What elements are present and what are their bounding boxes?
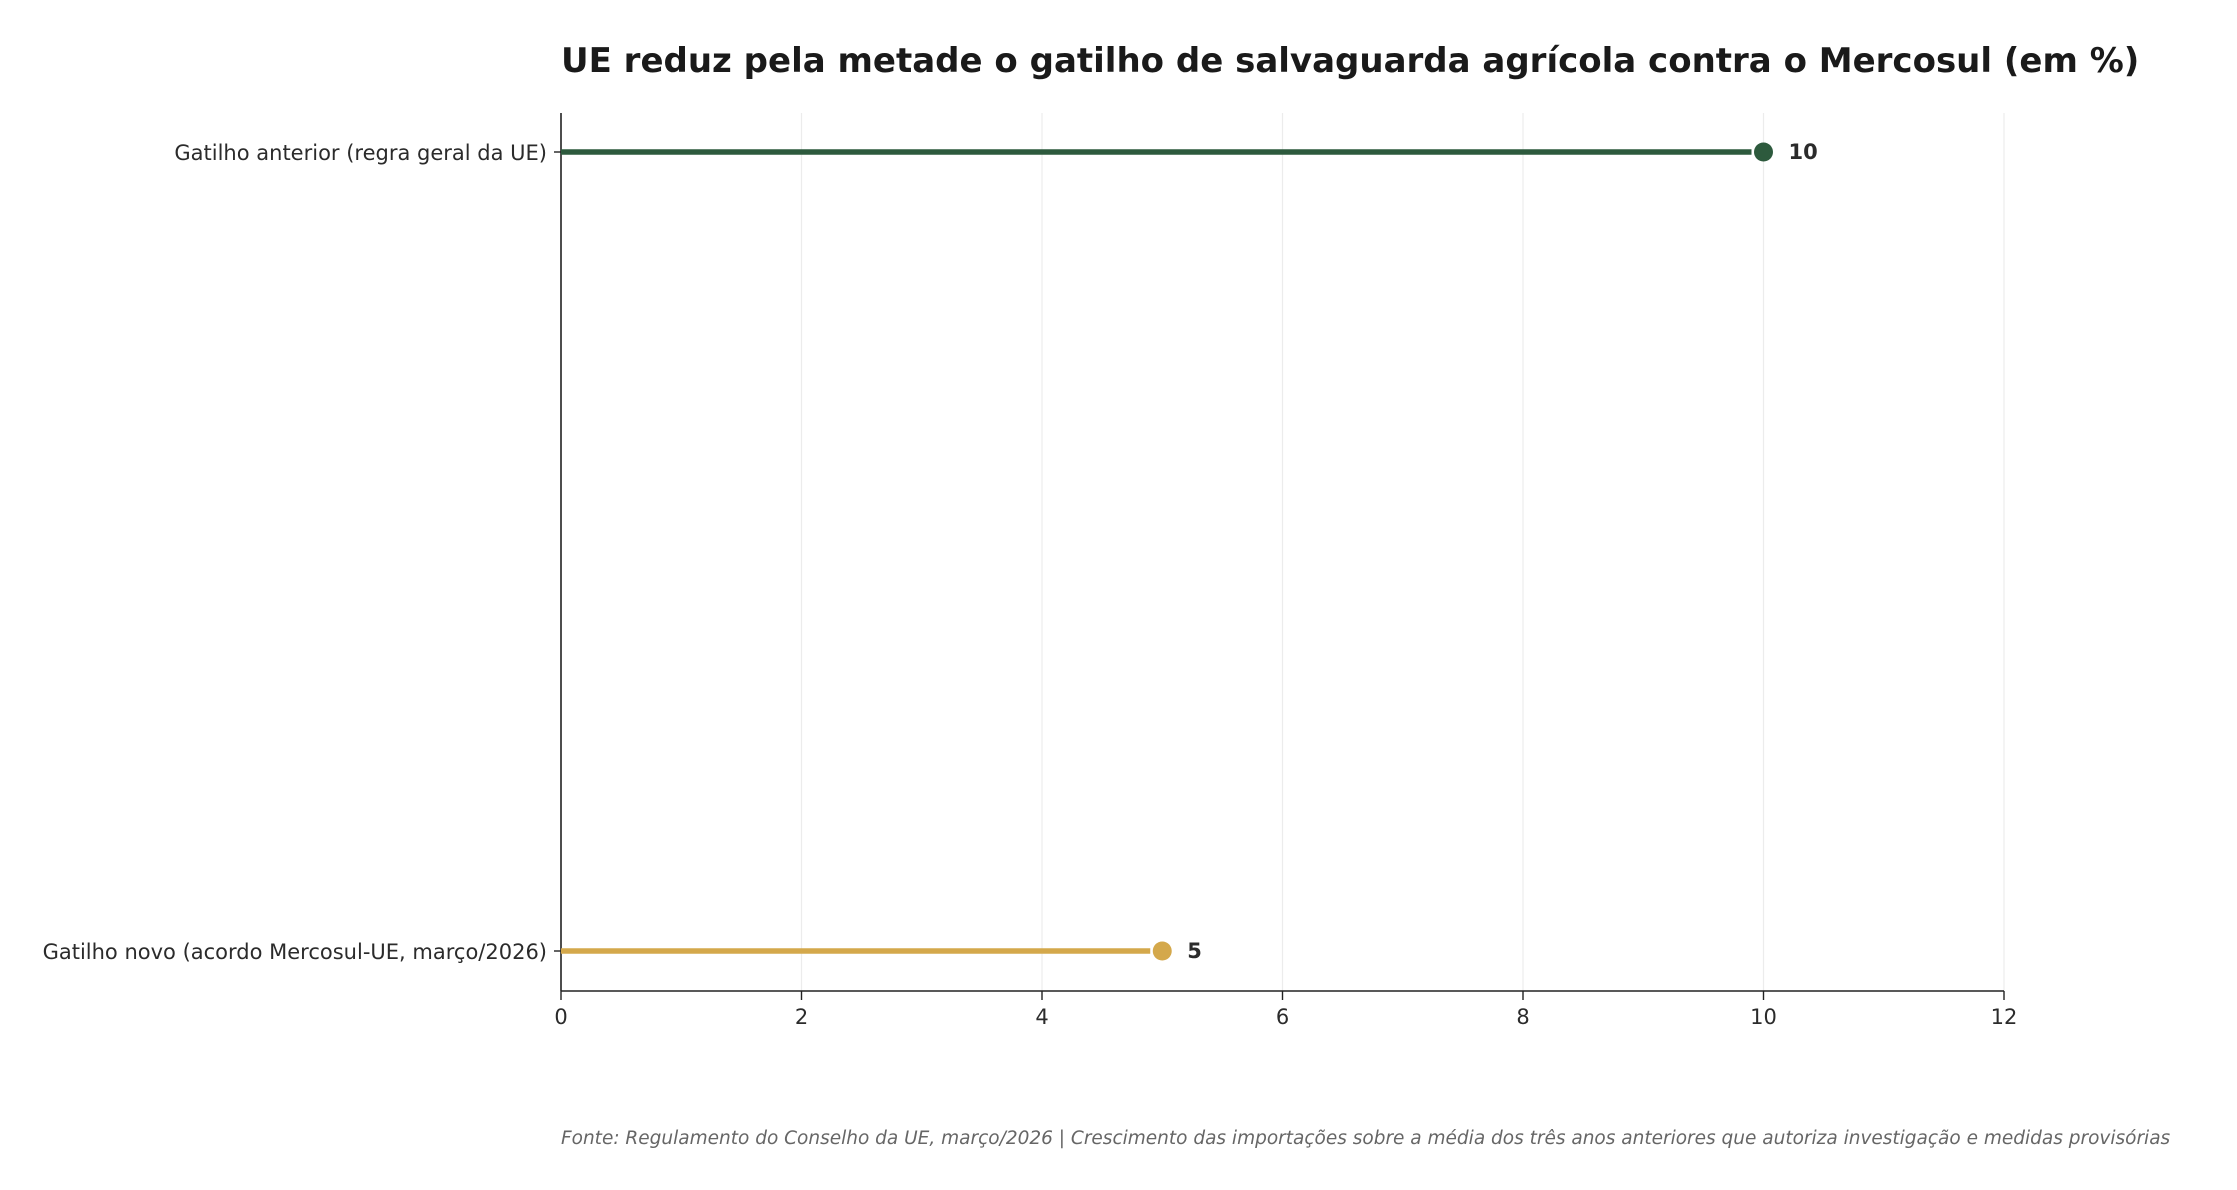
grid	[800, 113, 2005, 991]
category-label-1: Gatilho novo (acordo Mercosul-UE, março/…	[43, 940, 547, 964]
x-tick-label-2: 2	[795, 1005, 808, 1029]
category-label-0: Gatilho anterior (regra geral da UE)	[174, 141, 547, 165]
x-tick-label-8: 8	[1516, 1005, 1529, 1029]
chart-title: UE reduz pela metade o gatilho de salvag…	[561, 41, 2139, 81]
x-tick-label-4: 4	[1035, 1005, 1048, 1029]
axes: 0 2 4 6 8 10 12 Gatilho anterior (regra geral d…	[43, 113, 2018, 1029]
x-tick-label-6: 6	[1276, 1005, 1289, 1029]
x-tick-label-10: 10	[1750, 1005, 1777, 1029]
lollipop-dot-0	[1754, 142, 1773, 162]
x-tick-label-0: 0	[554, 1005, 567, 1029]
chart-footnote: Fonte: Regulamento do Conselho da UE, ma…	[561, 1128, 2171, 1149]
lollipop-dot-1	[1152, 941, 1172, 961]
x-tick-label-12: 12	[1991, 1005, 2018, 1029]
chart-marks: 10 5	[561, 140, 1818, 963]
value-label-0: 10	[1789, 140, 1818, 164]
value-label-1: 5	[1187, 939, 1202, 963]
